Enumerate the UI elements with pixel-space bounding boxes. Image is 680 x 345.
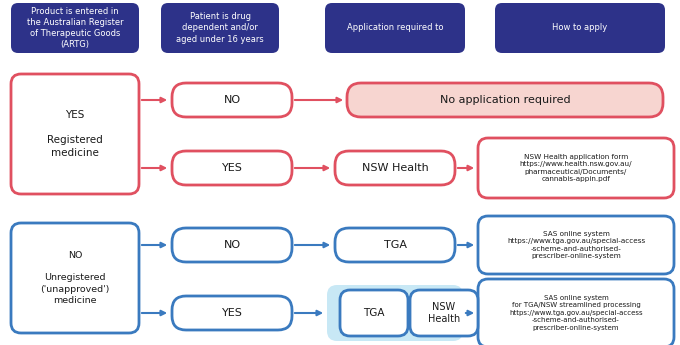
Text: NO

Unregistered
('unapproved')
medicine: NO Unregistered ('unapproved') medicine bbox=[40, 251, 109, 305]
Text: Product is entered in
the Australian Register
of Therapeutic Goods
(ARTG): Product is entered in the Australian Reg… bbox=[27, 7, 123, 49]
Text: How to apply: How to apply bbox=[552, 23, 608, 32]
Text: No application required: No application required bbox=[440, 95, 571, 105]
FancyBboxPatch shape bbox=[410, 290, 478, 336]
Text: NO: NO bbox=[224, 95, 241, 105]
FancyBboxPatch shape bbox=[161, 3, 279, 53]
Text: Patient is drug
dependent and/or
aged under 16 years: Patient is drug dependent and/or aged un… bbox=[176, 12, 264, 43]
FancyBboxPatch shape bbox=[495, 3, 665, 53]
Text: NSW
Health: NSW Health bbox=[428, 302, 460, 324]
FancyBboxPatch shape bbox=[11, 74, 139, 194]
FancyBboxPatch shape bbox=[327, 285, 463, 341]
Text: NSW Health: NSW Health bbox=[362, 163, 428, 173]
Text: SAS online system
for TGA/NSW streamlined processing
https://www.tga.gov.au/spec: SAS online system for TGA/NSW streamline… bbox=[509, 295, 643, 331]
FancyBboxPatch shape bbox=[172, 83, 292, 117]
FancyBboxPatch shape bbox=[172, 228, 292, 262]
FancyBboxPatch shape bbox=[172, 296, 292, 330]
FancyBboxPatch shape bbox=[11, 223, 139, 333]
FancyBboxPatch shape bbox=[340, 290, 408, 336]
Text: YES: YES bbox=[222, 163, 243, 173]
FancyBboxPatch shape bbox=[11, 3, 139, 53]
Text: Application required to: Application required to bbox=[347, 23, 443, 32]
Text: SAS online system
https://www.tga.gov.au/special-access
-scheme-and-authorised-
: SAS online system https://www.tga.gov.au… bbox=[507, 231, 645, 259]
Text: NO: NO bbox=[224, 240, 241, 250]
Text: YES: YES bbox=[222, 308, 243, 318]
FancyBboxPatch shape bbox=[347, 83, 663, 117]
Text: TGA: TGA bbox=[384, 240, 407, 250]
Text: TGA: TGA bbox=[363, 308, 385, 318]
FancyBboxPatch shape bbox=[478, 138, 674, 198]
Text: NSW Health application form
https://www.health.nsw.gov.au/
pharmaceutical/Docume: NSW Health application form https://www.… bbox=[520, 154, 632, 182]
FancyBboxPatch shape bbox=[478, 216, 674, 274]
FancyBboxPatch shape bbox=[335, 151, 455, 185]
FancyBboxPatch shape bbox=[335, 228, 455, 262]
FancyBboxPatch shape bbox=[172, 151, 292, 185]
FancyBboxPatch shape bbox=[478, 279, 674, 345]
Text: YES

Registered
medicine: YES Registered medicine bbox=[47, 110, 103, 158]
FancyBboxPatch shape bbox=[325, 3, 465, 53]
